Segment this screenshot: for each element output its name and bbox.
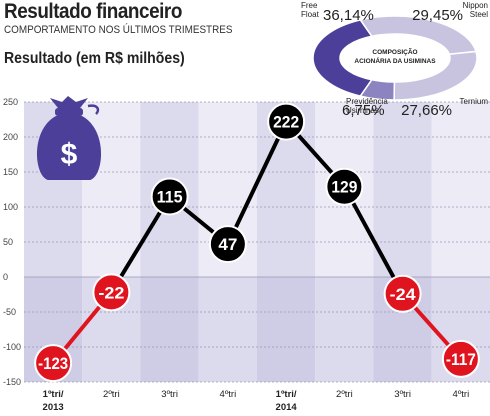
data-point: 222 [267, 102, 306, 141]
slice-name-label: Free Float [301, 1, 320, 19]
slice-value-label: 36,14% [323, 7, 374, 24]
donut-slice [359, 78, 396, 101]
series-line-segment [225, 119, 289, 247]
data-label: 129 [331, 178, 357, 197]
x-tick-label: 4ºtri [453, 389, 470, 400]
money-bag-icon: $ [36, 96, 102, 180]
x-tick-label: 2ºtri [336, 389, 353, 400]
y-tick-label: -50 [3, 307, 16, 317]
slice-value-label: 27,66% [401, 102, 452, 119]
x-tick-label: 3ºtri [394, 389, 411, 400]
y-tick-label: 200 [3, 132, 18, 142]
column-band [373, 102, 432, 382]
y-tick-label: 250 [3, 97, 18, 107]
x-tick-label: 2ºtri [103, 389, 120, 400]
y-tick-label: 100 [3, 202, 18, 212]
slice-value-label: 29,45% [412, 7, 463, 24]
composition-donut-chart: COMPOSIÇÃO ACIONÁRIA DA USIMINAS Free Float… [301, 1, 489, 119]
data-label: 222 [273, 113, 299, 132]
slice-name-label: Previdência Usiminas [346, 97, 388, 115]
donut-title: COMPOSIÇÃO ACIONÁRIA DA USIMINAS [354, 47, 436, 65]
data-point: -22 [92, 273, 131, 312]
y-tick-label: 150 [3, 167, 18, 177]
slice-name-label: Nippon Steel [463, 1, 489, 19]
chart-title: Resultado financeiro [4, 0, 182, 23]
data-label: -123 [38, 354, 68, 373]
data-label: 47 [218, 235, 237, 254]
data-point: -24 [383, 274, 422, 313]
data-point: 115 [150, 177, 189, 216]
data-point: 47 [208, 225, 247, 264]
x-tick-label: 1ºtri/2014 [276, 389, 298, 413]
data-point: -117 [441, 339, 480, 378]
x-tick-label: 3ºtri [161, 389, 178, 400]
slice-value-label: 6,75% [342, 102, 385, 119]
data-label: -24 [390, 285, 417, 304]
data-point: -123 [34, 344, 73, 383]
chart-subtitle: COMPORTAMENTO NOS ÚLTIMOS TRIMESTRES [4, 24, 233, 36]
y-tick-label: 0 [3, 272, 8, 282]
svg-text:$: $ [61, 138, 78, 171]
x-tick-label: 4ºtri [220, 389, 237, 400]
slice-name-label: Ternium [460, 97, 489, 106]
data-label: -117 [446, 350, 476, 369]
data-label: 115 [157, 188, 183, 207]
data-label: -22 [98, 283, 124, 302]
y-axis-title: Resultado (em R$ milhões) [4, 50, 185, 67]
x-tick-label: 1ºtri/2013 [43, 389, 64, 413]
data-point: 129 [325, 167, 364, 206]
y-tick-label: 50 [3, 237, 13, 247]
y-tick-label: -150 [3, 377, 21, 387]
column-band [140, 102, 199, 382]
series-line-segment [342, 184, 405, 296]
y-tick-label: -100 [3, 342, 21, 352]
